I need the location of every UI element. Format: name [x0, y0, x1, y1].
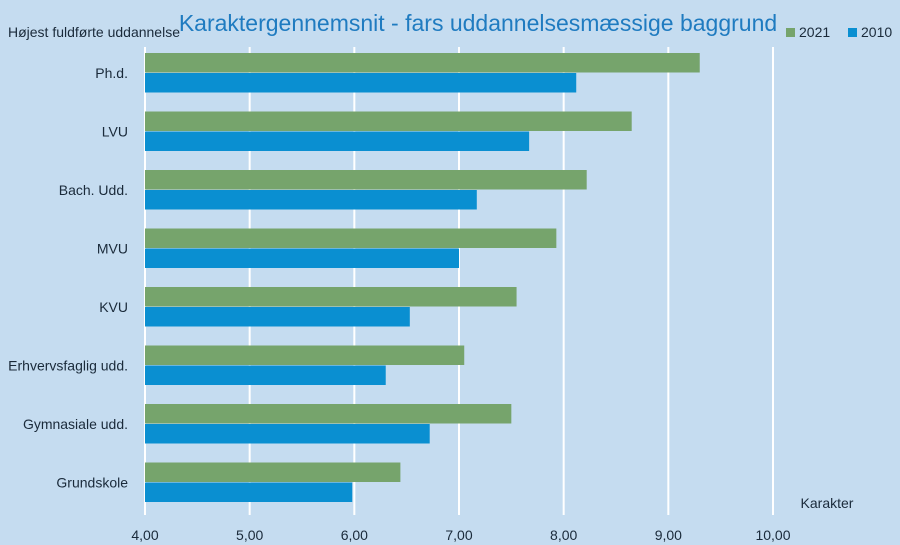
bar-2021 — [145, 404, 512, 424]
legend-label-2010: 2010 — [861, 24, 892, 40]
bar-2021 — [145, 345, 465, 365]
bar-2021 — [145, 287, 517, 307]
x-axis-title: Karakter — [801, 495, 854, 511]
category-labels: Ph.d. LVU Bach. Udd. MVU KVU Erhvervsfaglig u… — [8, 65, 128, 491]
x-tick-label: 8,00 — [550, 527, 577, 543]
legend-swatch-2010 — [848, 28, 857, 37]
bar-2021 — [145, 170, 587, 190]
x-tick-label: 5,00 — [236, 527, 263, 543]
x-tick-label: 4,00 — [131, 527, 158, 543]
legend-swatch-2021 — [786, 28, 795, 37]
bar-2010 — [145, 190, 477, 210]
x-axis: 4,00 5,00 6,00 7,00 8,00 9,00 10,00 — [131, 527, 790, 543]
bar-2010 — [145, 482, 353, 502]
bar-2010 — [145, 131, 530, 151]
category-label: MVU — [97, 241, 128, 257]
bar-2010 — [145, 365, 386, 385]
bar-2021 — [145, 111, 632, 131]
chart-title: Karaktergennemsnit - fars uddannelsesmæs… — [179, 10, 777, 36]
x-tick-label: 7,00 — [445, 527, 472, 543]
category-label: LVU — [102, 124, 128, 140]
bar-2010 — [145, 307, 410, 327]
category-label: Ph.d. — [95, 65, 128, 81]
x-tick-label: 6,00 — [341, 527, 368, 543]
category-label: Erhvervsfaglig udd. — [8, 358, 128, 374]
bar-2021 — [145, 228, 557, 248]
y-axis-title: Højest fuldførte uddannelse — [8, 24, 180, 40]
bars — [145, 53, 700, 502]
bar-2010 — [145, 248, 459, 268]
category-label: Bach. Udd. — [59, 182, 128, 198]
legend: 2021 2010 — [786, 24, 892, 40]
bar-2010 — [145, 424, 430, 444]
bar-2021 — [145, 53, 700, 73]
category-label: Gymnasiale udd. — [23, 416, 128, 432]
bar-2021 — [145, 462, 401, 482]
category-label: Grundskole — [56, 475, 128, 491]
x-tick-label: 9,00 — [655, 527, 682, 543]
legend-label-2021: 2021 — [799, 24, 830, 40]
category-label: KVU — [99, 299, 128, 315]
x-tick-label: 10,00 — [755, 527, 790, 543]
bar-2010 — [145, 73, 577, 93]
